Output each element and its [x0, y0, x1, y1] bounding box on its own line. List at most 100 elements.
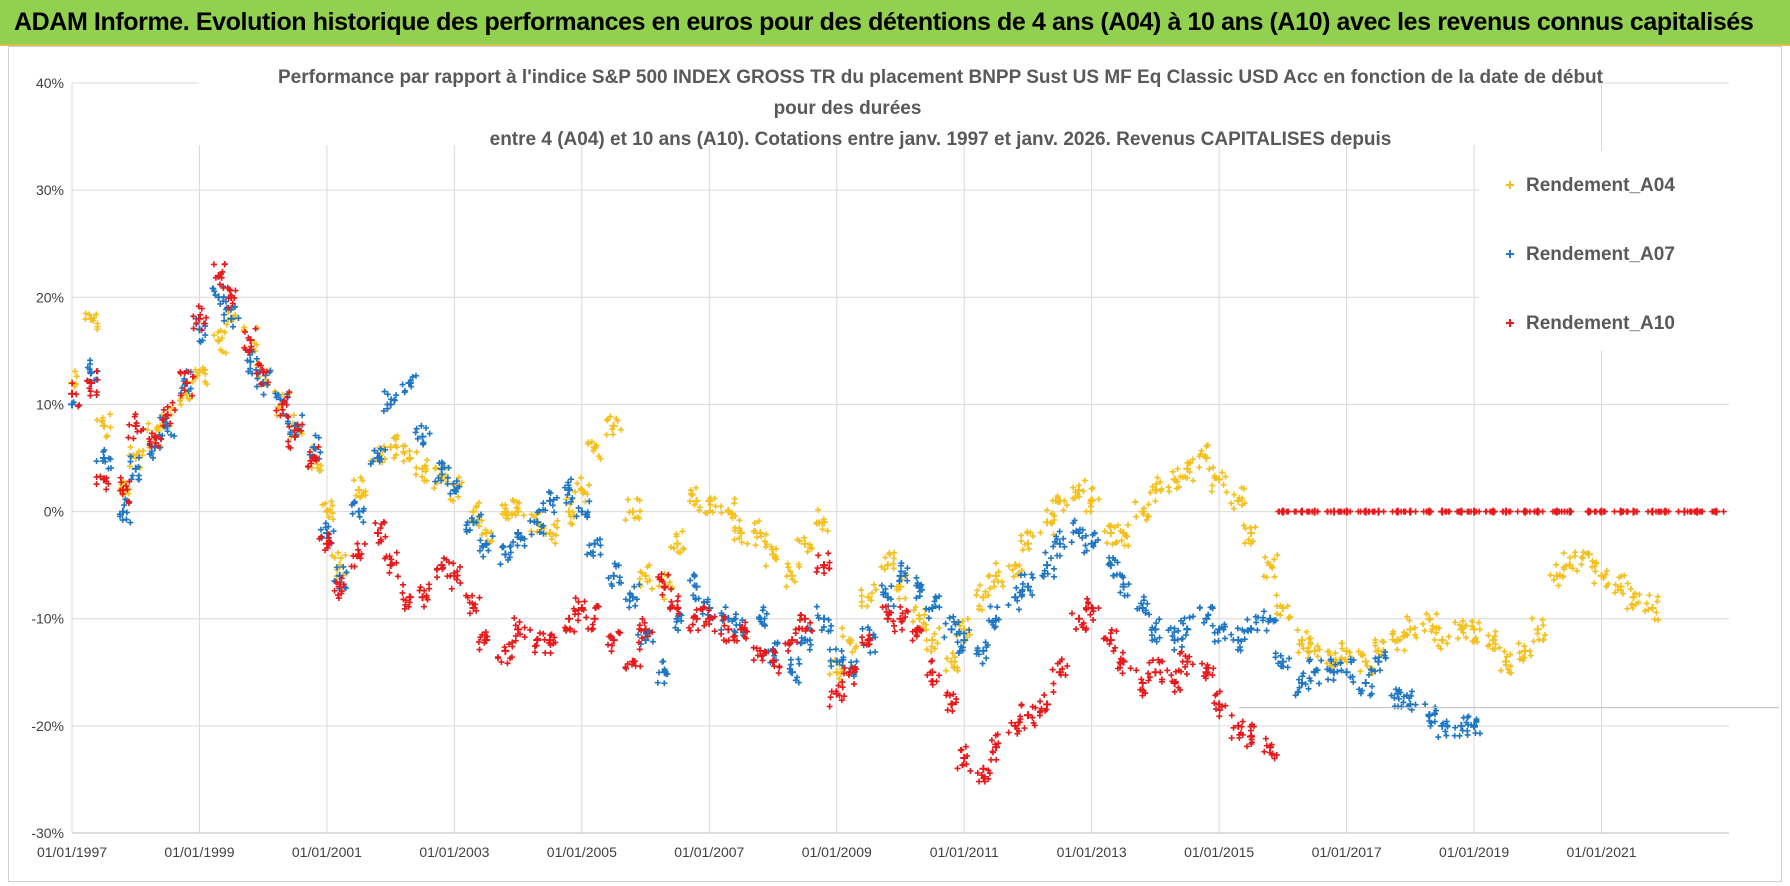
chart-title: Performance par rapport à l'indice S&P 5… [199, 59, 1604, 150]
data-point-jitter [1174, 478, 1181, 485]
data-point-jitter [1054, 536, 1060, 543]
data-point-jitter [701, 622, 708, 629]
data-point-jitter [1439, 637, 1446, 644]
data-point-jitter [691, 582, 698, 589]
data-point-jitter [990, 578, 997, 585]
data-point-jitter [1539, 508, 1546, 515]
data-point-jitter [534, 509, 541, 516]
data-point-jitter [950, 613, 957, 620]
data-point-jitter [809, 627, 816, 634]
data-point-jitter [692, 595, 699, 602]
data-point-jitter [1445, 633, 1452, 640]
data-point-jitter [1171, 625, 1178, 632]
data-point-jitter [312, 432, 319, 439]
data-point-jitter [1048, 555, 1055, 562]
data-point-jitter [97, 473, 104, 480]
data-point-jitter [1117, 527, 1124, 534]
data-point-jitter [1073, 527, 1080, 534]
data-point-jitter [117, 487, 124, 494]
data-point-jitter [189, 378, 196, 385]
data-point-jitter [259, 366, 266, 373]
data-point-jitter [1228, 712, 1235, 719]
data-point-jitter [1238, 723, 1245, 730]
data-point-jitter [752, 527, 759, 534]
data-point-jitter [677, 549, 684, 556]
data-point [1106, 529, 1115, 537]
data-point-jitter [1268, 741, 1275, 748]
data-point-jitter [797, 612, 804, 619]
data-point-jitter [384, 405, 391, 412]
data-point-jitter [326, 506, 333, 513]
data-point-jitter [785, 647, 792, 654]
data-point-jitter [1156, 659, 1163, 666]
data-point-jitter [338, 575, 345, 582]
data-point-jitter [1186, 614, 1193, 621]
data-point-jitter [858, 603, 865, 610]
data-point-jitter [603, 431, 610, 438]
data-point-jitter [139, 452, 146, 459]
data-point [1342, 668, 1351, 677]
data-point-jitter [1231, 491, 1238, 498]
data-point-jitter [103, 433, 110, 440]
data-point-jitter [1632, 590, 1639, 597]
data-point-jitter [1648, 508, 1655, 515]
data-point-jitter [217, 300, 224, 307]
data-point-jitter [1169, 633, 1176, 640]
data-point-jitter [814, 565, 821, 572]
data-point-jitter [624, 660, 631, 667]
data-point-jitter [353, 492, 360, 499]
data-point-jitter [517, 631, 524, 638]
data-point-jitter [1406, 617, 1413, 624]
data-point-jitter [124, 486, 131, 493]
data-point-jitter [952, 621, 959, 628]
data-point-jitter [219, 348, 226, 355]
axes: 40%30%20%10%0%-10%-20%-30%01/01/1997 01/0… [31, 75, 1779, 860]
data-point [979, 764, 988, 773]
data-point-jitter [1124, 522, 1131, 529]
x-tick-label: 01/01/2005 [547, 844, 617, 860]
data-point-jitter [693, 484, 700, 491]
data-point-jitter [611, 560, 618, 567]
data-point-jitter [275, 392, 282, 399]
data-point-jitter [985, 775, 992, 782]
data-point-jitter [924, 672, 931, 679]
data-point-jitter [608, 648, 615, 655]
data-point-jitter [232, 287, 239, 294]
data-point-jitter [1019, 580, 1026, 587]
data-point-jitter [153, 434, 160, 441]
data-point-jitter [82, 310, 89, 317]
data-point-jitter [1633, 508, 1640, 515]
data-point-jitter [826, 559, 833, 566]
data-point-jitter [181, 375, 188, 382]
data-point-jitter [739, 617, 746, 624]
data-point-jitter [661, 680, 668, 687]
data-point-jitter [87, 370, 94, 377]
data-point-jitter [744, 628, 751, 635]
data-point-jitter [865, 636, 872, 643]
performance-scatter-chart: Performance par rapport à l'indice S&P 5… [31, 59, 1779, 860]
data-point-jitter [217, 281, 224, 288]
data-point-jitter [671, 545, 678, 552]
data-point-jitter [260, 391, 267, 398]
data-point-jitter [1298, 640, 1305, 647]
data-point-jitter [1299, 673, 1306, 680]
data-point-jitter [456, 483, 463, 490]
data-point-jitter [1464, 731, 1471, 738]
data-point-jitter [1249, 739, 1255, 746]
data-point-jitter [136, 454, 143, 461]
data-point-jitter [1209, 605, 1216, 612]
data-point-jitter [966, 626, 973, 633]
data-point-jitter [1027, 529, 1034, 536]
data-point-jitter [1271, 573, 1278, 580]
data-point-jitter [949, 700, 956, 707]
data-point-jitter [597, 551, 604, 558]
data-point-jitter [405, 380, 412, 387]
data-point-jitter [734, 637, 741, 644]
data-point-jitter [475, 638, 482, 645]
data-point-jitter [390, 435, 397, 442]
data-point-jitter [1655, 616, 1662, 623]
data-point-jitter [1364, 662, 1371, 669]
data-point-jitter [1155, 656, 1162, 663]
data-point-jitter [1699, 508, 1706, 515]
data-point [1023, 582, 1032, 591]
